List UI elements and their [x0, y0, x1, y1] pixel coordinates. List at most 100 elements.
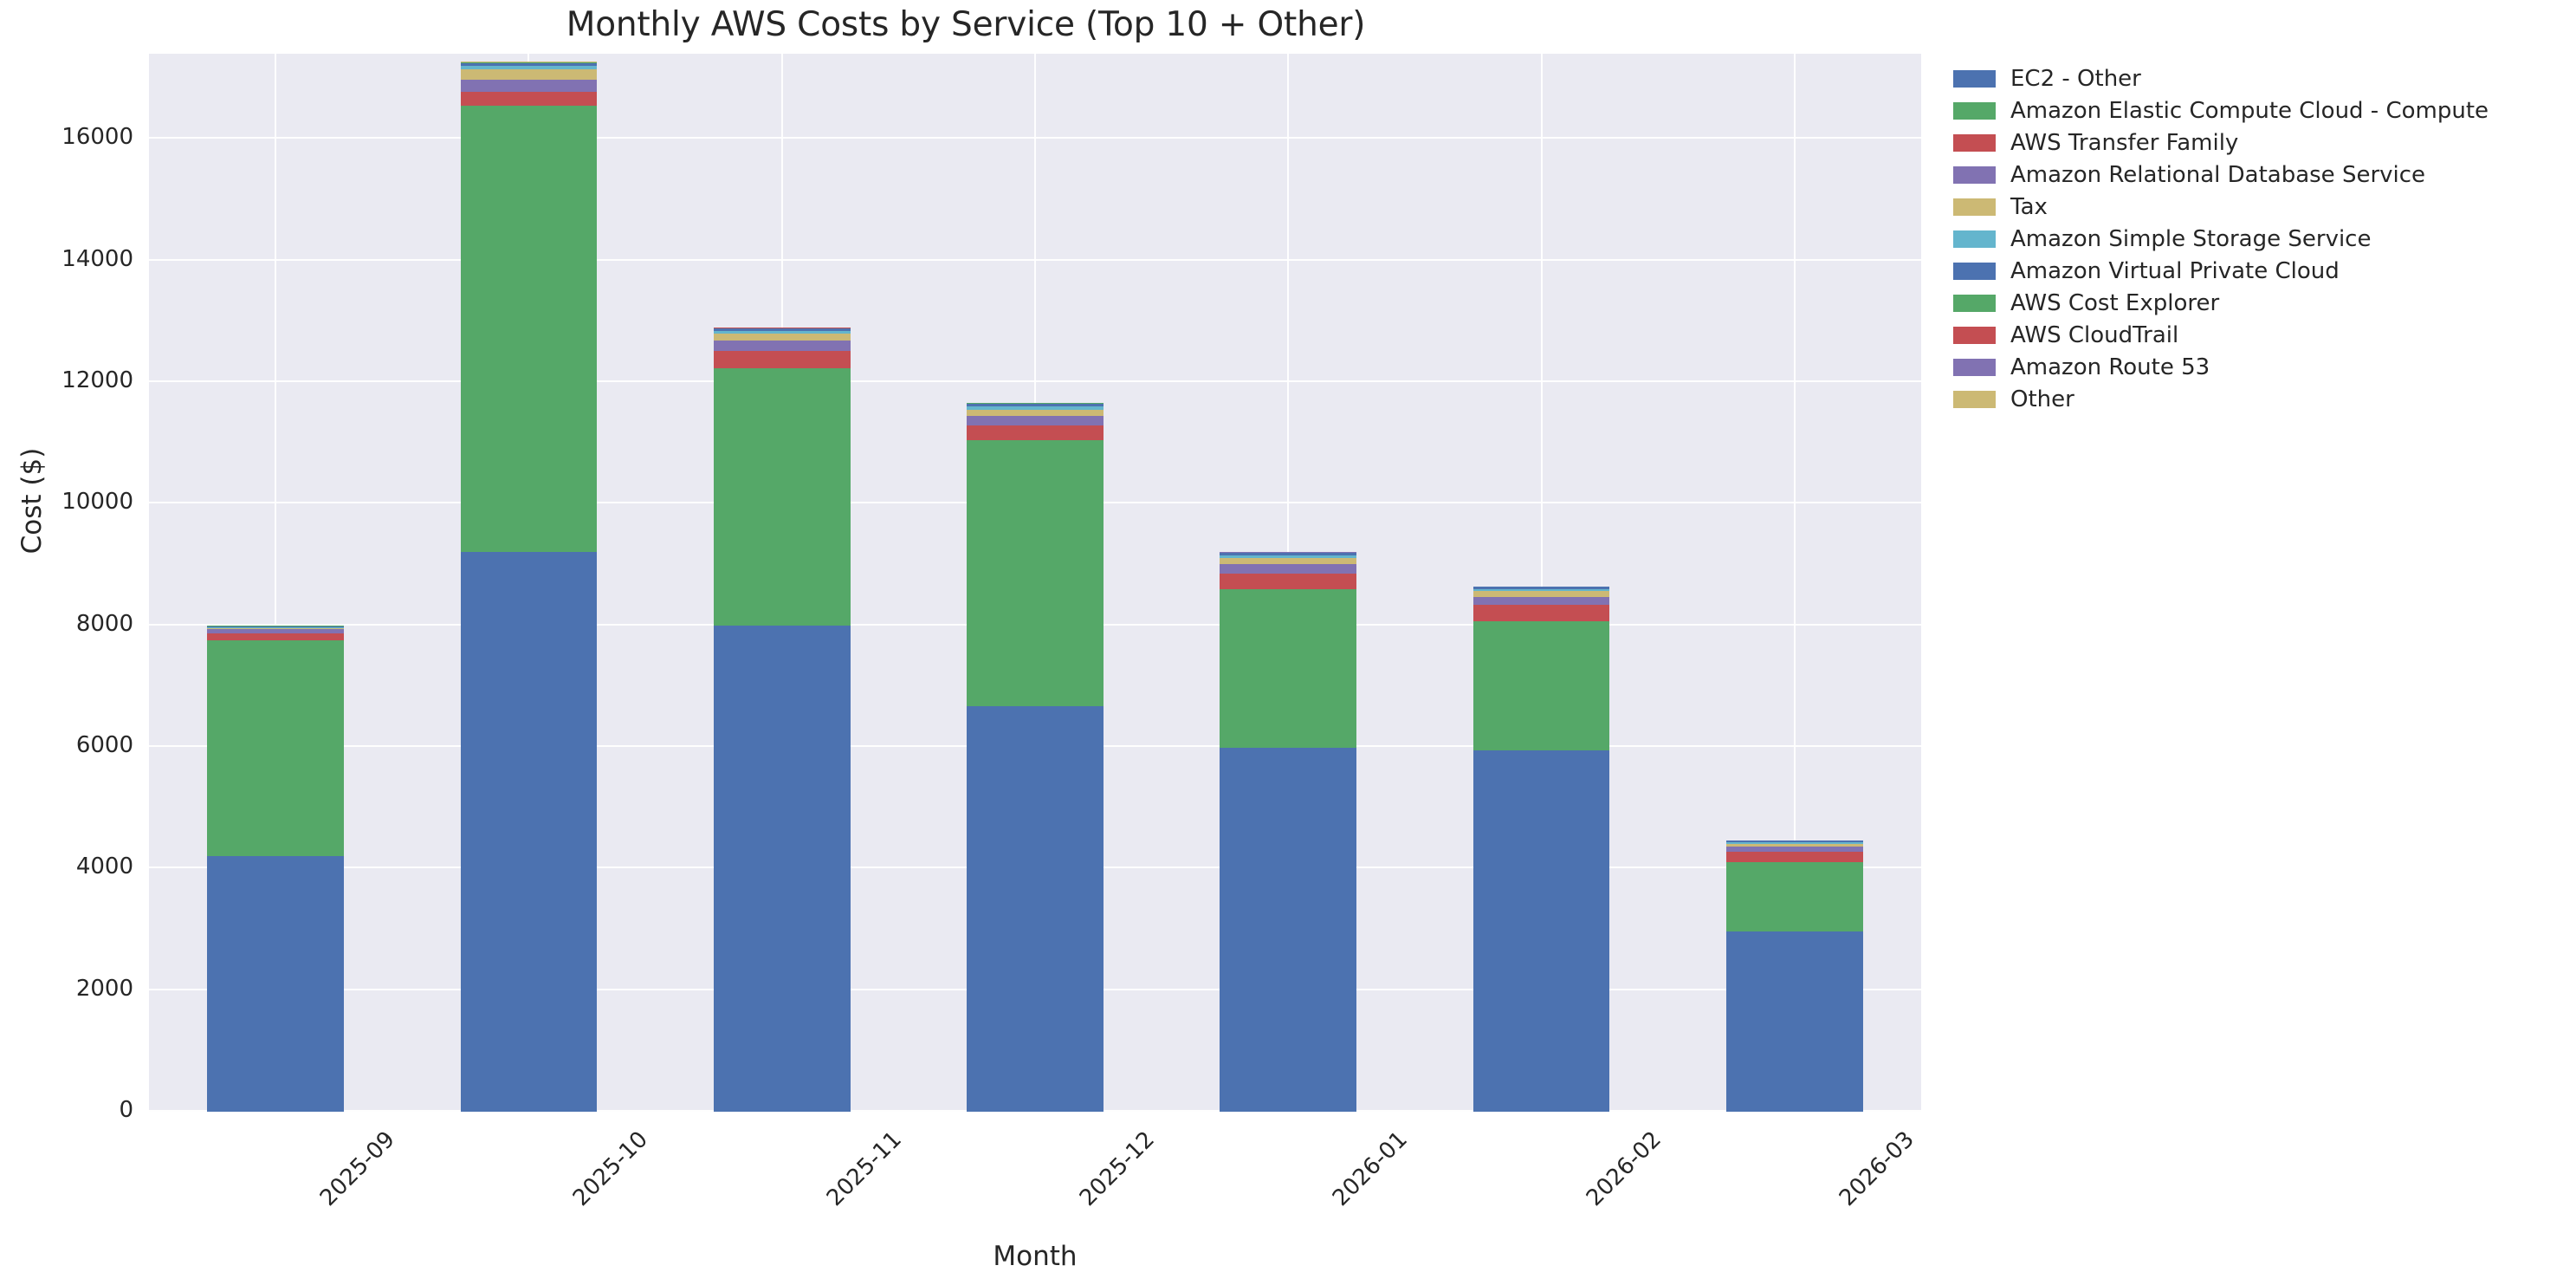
legend-item-3[interactable]: Amazon Relational Database Service: [1953, 159, 2489, 191]
bar-segment[interactable]: [1220, 553, 1357, 555]
bar-segment[interactable]: [967, 425, 1104, 441]
bar-2025-12[interactable]: [967, 402, 1104, 1112]
legend-label: AWS CloudTrail: [2010, 321, 2179, 348]
bar-segment[interactable]: [1725, 931, 1863, 1112]
legend-label: Tax: [2010, 193, 2048, 220]
bar-segment[interactable]: [967, 440, 1104, 706]
bar-segment[interactable]: [460, 79, 598, 92]
y-tick-label: 8000: [75, 610, 133, 637]
bar-segment[interactable]: [713, 341, 851, 352]
bar-segment[interactable]: [1472, 588, 1610, 592]
legend-label: Amazon Elastic Compute Cloud - Compute: [2010, 97, 2489, 124]
x-tick-label: 2025-09: [314, 1126, 400, 1212]
bar-2025-11[interactable]: [713, 327, 851, 1112]
bar-segment[interactable]: [713, 333, 851, 341]
bar-segment[interactable]: [207, 626, 345, 628]
legend-swatch-icon: [1953, 358, 1996, 376]
legend-item-10[interactable]: Other: [1953, 383, 2489, 415]
y-tick-label: 10000: [61, 489, 133, 516]
bar-segment[interactable]: [1725, 841, 1863, 844]
bar-segment[interactable]: [207, 627, 345, 629]
bar-segment[interactable]: [1472, 750, 1610, 1112]
legend: EC2 - Other Amazon Elastic Compute Cloud …: [1953, 62, 2489, 415]
bar-segment[interactable]: [967, 403, 1104, 407]
legend-item-8[interactable]: AWS CloudTrail: [1953, 319, 2489, 351]
bar-segment[interactable]: [207, 640, 345, 857]
x-axis-label: Month: [993, 1241, 1078, 1272]
legend-label: Amazon Route 53: [2010, 354, 2210, 380]
bar-segment[interactable]: [207, 856, 345, 1112]
x-tick-label: 2025-12: [1074, 1126, 1160, 1212]
legend-item-9[interactable]: Amazon Route 53: [1953, 351, 2489, 383]
bar-segment[interactable]: [967, 705, 1104, 1112]
x-tick-label: 2025-11: [821, 1126, 907, 1212]
legend-swatch-icon: [1953, 390, 1996, 408]
bar-segment[interactable]: [1220, 588, 1357, 749]
bar-segment[interactable]: [967, 406, 1104, 410]
bar-segment[interactable]: [1472, 621, 1610, 751]
legend-swatch-icon: [1953, 165, 1996, 184]
bar-segment[interactable]: [1472, 596, 1610, 605]
bar-segment[interactable]: [1220, 557, 1357, 564]
x-tick-label: 2026-03: [1834, 1126, 1919, 1212]
bar-segment[interactable]: [1725, 840, 1863, 842]
gridline-vertical: [275, 54, 277, 1112]
bar-segment[interactable]: [713, 625, 851, 1112]
bar-segment[interactable]: [1472, 587, 1610, 589]
y-tick-label: 12000: [61, 367, 133, 393]
bar-segment[interactable]: [713, 367, 851, 626]
bar-segment[interactable]: [1725, 852, 1863, 862]
legend-item-1[interactable]: Amazon Elastic Compute Cloud - Compute: [1953, 94, 2489, 127]
legend-item-6[interactable]: Amazon Virtual Private Cloud: [1953, 255, 2489, 287]
bar-segment[interactable]: [1220, 555, 1357, 558]
legend-label: AWS Transfer Family: [2010, 129, 2239, 156]
bar-2025-10[interactable]: [460, 62, 598, 1112]
legend-item-5[interactable]: Amazon Simple Storage Service: [1953, 223, 2489, 255]
gridline-vertical: [1793, 54, 1796, 1112]
bar-segment[interactable]: [207, 628, 345, 633]
bar-2026-03[interactable]: [1725, 840, 1863, 1112]
bar-segment[interactable]: [207, 633, 345, 641]
y-tick-label: 4000: [75, 853, 133, 880]
x-tick-label: 2026-01: [1328, 1126, 1414, 1212]
legend-item-0[interactable]: EC2 - Other: [1953, 62, 2489, 94]
bar-segment[interactable]: [713, 351, 851, 368]
bar-2025-09[interactable]: [207, 625, 345, 1112]
bar-segment[interactable]: [460, 66, 598, 69]
bar-segment[interactable]: [1220, 563, 1357, 574]
bar-segment[interactable]: [460, 552, 598, 1112]
legend-item-4[interactable]: Tax: [1953, 191, 2489, 223]
bar-segment[interactable]: [1725, 847, 1863, 853]
bar-segment[interactable]: [460, 68, 598, 80]
bar-segment[interactable]: [967, 409, 1104, 417]
bar-segment[interactable]: [1725, 861, 1863, 932]
legend-item-2[interactable]: AWS Transfer Family: [1953, 127, 2489, 159]
y-tick-label: 0: [119, 1097, 133, 1123]
bar-segment[interactable]: [1220, 574, 1357, 589]
bar-segment[interactable]: [460, 62, 598, 63]
bar-segment[interactable]: [1472, 591, 1610, 597]
bar-segment[interactable]: [1220, 748, 1357, 1112]
y-tick-label: 16000: [61, 124, 133, 151]
x-tick-label: 2026-02: [1581, 1126, 1667, 1212]
bar-segment[interactable]: [460, 105, 598, 553]
bar-segment[interactable]: [713, 328, 851, 332]
y-tick-label: 14000: [61, 245, 133, 272]
legend-swatch-icon: [1953, 198, 1996, 216]
bar-segment[interactable]: [713, 331, 851, 334]
bar-segment[interactable]: [460, 91, 598, 106]
bar-2026-01[interactable]: [1220, 552, 1357, 1112]
page-title: Monthly AWS Costs by Service (Top 10 + O…: [566, 5, 1366, 44]
bar-segment[interactable]: [1725, 843, 1863, 847]
bar-segment[interactable]: [460, 62, 598, 67]
legend-swatch-icon: [1953, 230, 1996, 248]
legend-item-7[interactable]: AWS Cost Explorer: [1953, 287, 2489, 319]
legend-label: EC2 - Other: [2010, 65, 2141, 92]
bar-segment[interactable]: [207, 626, 345, 627]
y-tick-label: 6000: [75, 731, 133, 758]
y-tick-label: 2000: [75, 975, 133, 1002]
bar-segment[interactable]: [967, 416, 1104, 426]
bar-2026-02[interactable]: [1472, 586, 1610, 1112]
bar-segment[interactable]: [1472, 604, 1610, 622]
